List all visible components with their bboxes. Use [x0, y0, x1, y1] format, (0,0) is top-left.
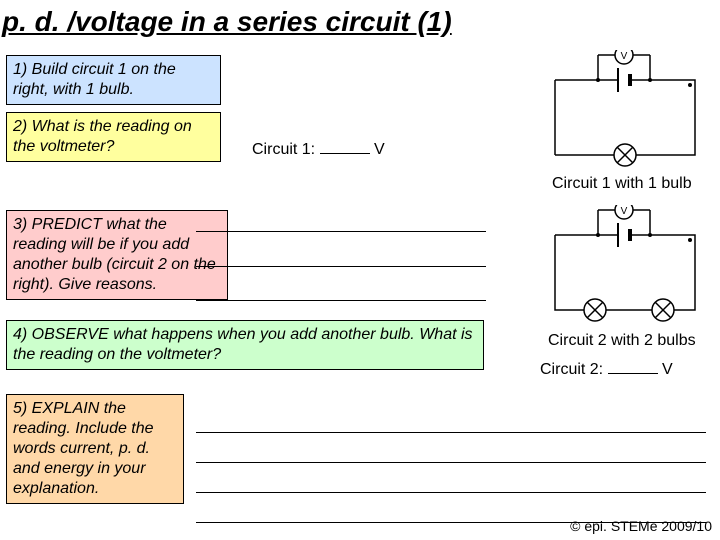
question-3-box: 3) PREDICT what the reading will be if y… — [6, 210, 228, 300]
q3-line-3[interactable] — [196, 300, 486, 301]
circuit2-prompt-post: V — [658, 361, 673, 378]
circuit1-prompt-pre: Circuit 1: — [252, 141, 320, 158]
svg-text:V: V — [621, 51, 628, 62]
question-5-box: 5) EXPLAIN the reading. Include the word… — [6, 394, 184, 504]
q5-line-3[interactable] — [196, 492, 706, 493]
q3-line-1[interactable] — [196, 231, 486, 232]
q5-line-2[interactable] — [196, 462, 706, 463]
svg-text:V: V — [621, 206, 628, 217]
q5-line-1[interactable] — [196, 432, 706, 433]
blank-circuit2[interactable] — [608, 360, 658, 374]
circuit2-value-prompt: Circuit 2: V — [540, 360, 673, 379]
page-title: p. d. /voltage in a series circuit (1) — [0, 0, 720, 42]
q3-line-2[interactable] — [196, 266, 486, 267]
circuit-1-diagram: V — [540, 50, 710, 180]
question-4-box: 4) OBSERVE what happens when you add ano… — [6, 320, 484, 370]
circuit-2-caption: Circuit 2 with 2 bulbs — [548, 332, 696, 350]
footer-copyright: © epi. STEMe 2009/10 — [570, 518, 712, 534]
blank-circuit1[interactable] — [320, 140, 370, 154]
question-2-box: 2) What is the reading on the voltmeter? — [6, 112, 221, 162]
question-1-box: 1) Build circuit 1 on the right, with 1 … — [6, 55, 221, 105]
circuit2-prompt-pre: Circuit 2: — [540, 361, 608, 378]
circuit1-value-prompt: Circuit 1: V — [252, 140, 385, 159]
circuit1-prompt-post: V — [370, 141, 385, 158]
circuit-1-caption: Circuit 1 with 1 bulb — [552, 175, 692, 193]
circuit-2-diagram: V — [540, 205, 710, 335]
